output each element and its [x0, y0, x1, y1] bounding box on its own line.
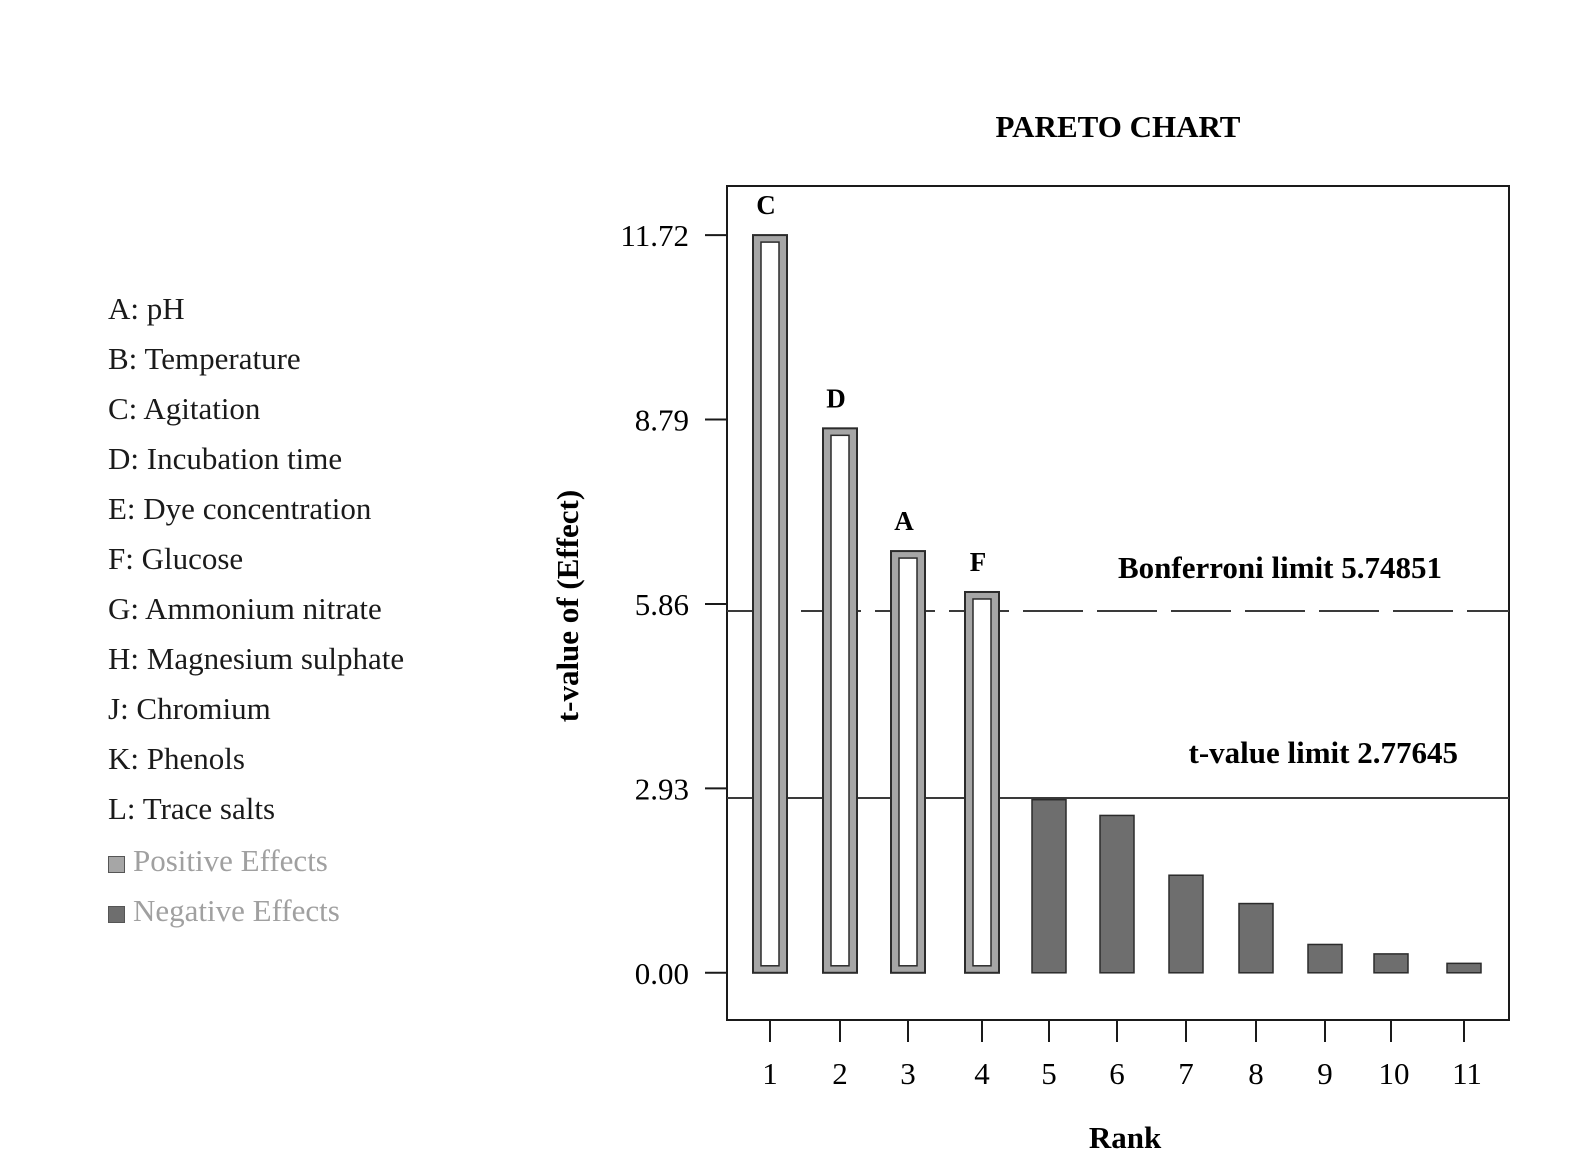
reference-line-label: Bonferroni limit 5.74851 [1118, 550, 1442, 585]
bar-negative [1446, 962, 1482, 974]
bar-positive-inner [760, 241, 780, 967]
positive-effects-key: Positive Effects [108, 836, 528, 886]
x-tick-label: 2 [832, 1056, 848, 1091]
negative-effects-label: Negative Effects [133, 893, 340, 928]
bar-negative [1373, 953, 1409, 974]
positive-effects-swatch [108, 855, 125, 873]
y-tick-label: 8.79 [635, 403, 689, 438]
bar-label: F [970, 547, 987, 577]
bar-positive-inner [898, 557, 918, 967]
bar-positive-inner [972, 598, 992, 967]
legend-factor: D: Incubation time [108, 441, 343, 476]
x-tick-label: 9 [1317, 1056, 1333, 1091]
plot-area: 0.00 2.93 5.86 8.79 11.72 Bonferroni limit 5.… [620, 185, 1510, 1091]
x-tick-label: 7 [1178, 1056, 1194, 1091]
bar-negative [1031, 798, 1067, 974]
legend-factor: G: Ammonium nitrate [108, 591, 382, 626]
bar-negative [1238, 902, 1274, 974]
x-axis-label: Rank [1089, 1120, 1162, 1155]
y-tick-label: 0.00 [635, 956, 689, 991]
x-tick-label: 11 [1452, 1056, 1482, 1091]
y-tick-label: 11.72 [620, 218, 689, 253]
y-tick-label: 2.93 [635, 771, 689, 806]
legend-factor: E: Dye concentration [108, 491, 372, 526]
legend-factor: F: Glucose [108, 541, 244, 576]
bar-positive-inner [830, 434, 850, 967]
legend-factor: J: Chromium [108, 691, 271, 726]
legend-factor: C: Agitation [108, 391, 261, 426]
legend-factor: B: Temperature [108, 341, 301, 376]
legend-factor: A: pH [108, 291, 185, 326]
legend-factor: K: Phenols [108, 741, 245, 776]
x-tick-label: 10 [1379, 1056, 1410, 1091]
negative-effects-key: Negative Effects [108, 886, 528, 936]
x-tick-label: 3 [900, 1056, 916, 1091]
bar-negative [1168, 874, 1204, 974]
legend-factor: H: Magnesium sulphate [108, 641, 405, 676]
legend-factor: L: Trace salts [108, 791, 276, 826]
bar-label: C [756, 190, 776, 220]
x-tick-label: 1 [762, 1056, 778, 1091]
y-axis-label: t-value of (Effect) [550, 490, 585, 722]
legend: A: pH B: Temperature C: Agitation D: Incuba… [108, 286, 528, 936]
y-tick-label: 5.86 [635, 587, 689, 622]
bar-label: A [894, 506, 914, 536]
positive-effects-label: Positive Effects [133, 843, 328, 878]
x-tick-label: 6 [1109, 1056, 1125, 1091]
bar-negative [1099, 814, 1135, 974]
x-tick-label: 4 [974, 1056, 990, 1091]
reference-line-label: t-value limit 2.77645 [1189, 735, 1459, 770]
x-tick-label: 5 [1041, 1056, 1057, 1091]
negative-effects-swatch [108, 905, 125, 923]
bar-negative [1307, 943, 1343, 974]
chart-title: PARETO CHART [996, 109, 1241, 144]
x-tick-label: 8 [1248, 1056, 1264, 1091]
bar-label: D [826, 383, 846, 413]
